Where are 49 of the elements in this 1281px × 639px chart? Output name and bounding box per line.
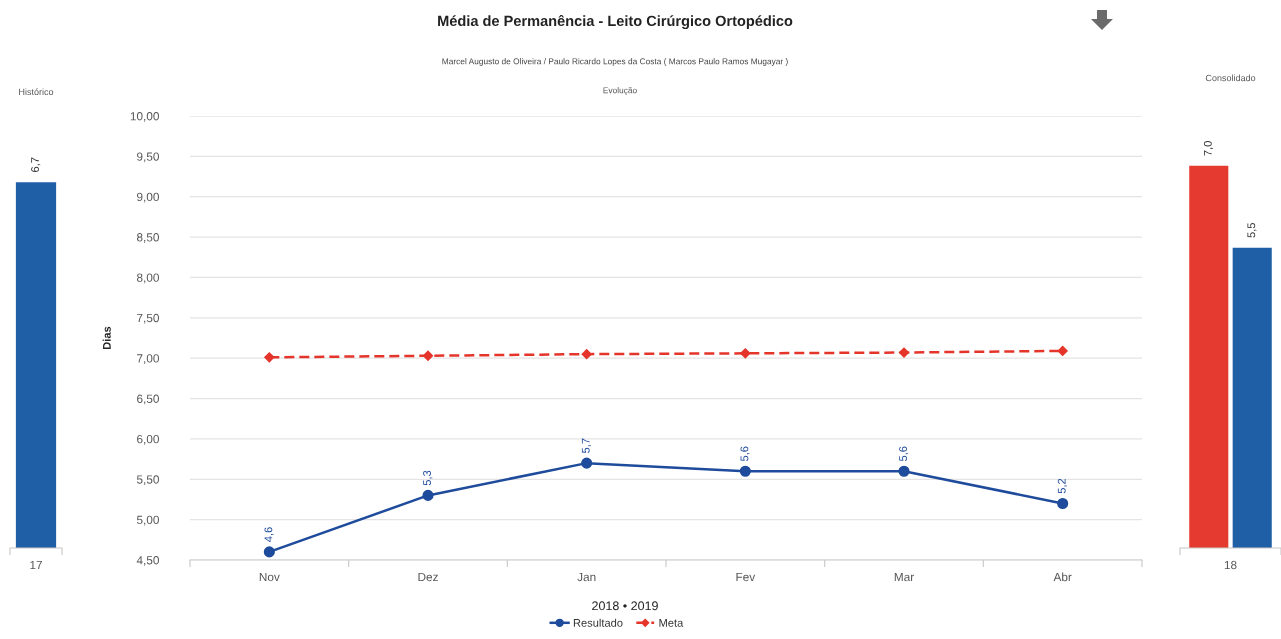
y-tick-label: 7,00 (137, 354, 159, 364)
chart-title: Média de Permanência - Leito Cirúrgico Ortopédico (438, 15, 793, 29)
data-label: 7,0 (1203, 141, 1214, 156)
data-label: 5,2 (1057, 478, 1067, 494)
x-tick-label: 17 (30, 560, 42, 570)
point (263, 546, 275, 558)
y-tick-label: 7,50 (137, 313, 159, 324)
y-tick-label: 10,00 (130, 112, 159, 122)
x-tick-label: Nov (259, 572, 280, 582)
data-label: 5,6 (740, 446, 750, 462)
point (739, 465, 751, 477)
chart-title: Consolidado (1205, 74, 1256, 82)
y-tick-label: 5,00 (136, 515, 159, 526)
point (1057, 497, 1069, 510)
y-tick-label: 6,00 (137, 434, 159, 445)
point (422, 489, 434, 501)
point (740, 348, 751, 359)
chart-subtitle: Marcel Augusto de Oliveira / Paulo Ricardo Lopes da Costa ( Marcos Paulo Ramos Mugayar ) (442, 58, 788, 66)
data-label: 5,3 (423, 470, 433, 486)
y-tick-label: 9,00 (137, 192, 159, 203)
y-axis-title: Dias (102, 326, 111, 349)
legend-label: Meta (659, 619, 684, 627)
x-axis-title: 2018 • 2019 (592, 601, 658, 611)
y-tick-label: 9,50 (137, 152, 159, 163)
point (898, 465, 910, 477)
point (1057, 345, 1068, 357)
x-tick-label: Mar (894, 572, 914, 582)
data-label: 5,6 (899, 446, 909, 462)
y-tick-label: 4,50 (136, 556, 159, 566)
point (581, 349, 592, 360)
y-tick-label: 8,50 (136, 233, 159, 243)
point (422, 350, 434, 361)
data-label: 6,7 (31, 157, 41, 172)
y-tick-label: 8,00 (136, 273, 159, 284)
x-tick-label: Fev (736, 572, 756, 582)
data-label: 5,7 (581, 438, 591, 453)
x-tick-label: 18 (1224, 560, 1237, 570)
x-tick-label: Dez (418, 572, 438, 582)
data-label: 5,5 (1247, 223, 1257, 238)
x-tick-label: Abr (1053, 572, 1072, 582)
y-tick-label: 6,50 (137, 394, 159, 405)
data-label: 4,6 (264, 527, 274, 542)
chart-title: Histórico (19, 88, 54, 96)
point (264, 352, 275, 363)
y-tick-label: 5,50 (136, 475, 159, 486)
x-tick-label: Jan (577, 572, 596, 582)
text: Evolução (603, 87, 637, 95)
point (581, 457, 593, 469)
legend-label: Resultado (573, 618, 623, 627)
